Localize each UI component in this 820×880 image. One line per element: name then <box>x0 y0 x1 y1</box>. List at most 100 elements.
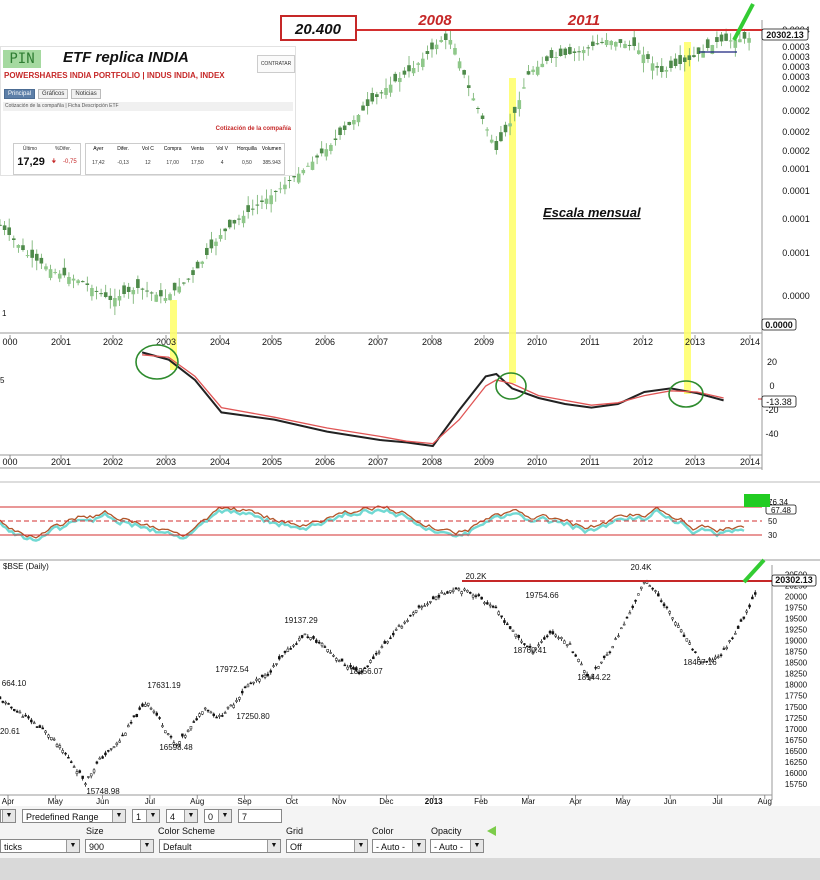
bse-candle <box>397 625 401 627</box>
chart-type-select[interactable]: ticks ▼ <box>0 839 80 853</box>
bse-candle <box>252 681 255 684</box>
price-candle <box>99 293 103 295</box>
quote-col-value: 12 <box>145 160 151 166</box>
price-candle <box>237 218 241 220</box>
price-last-value: 0.0000 <box>765 320 793 330</box>
bse-candle <box>246 684 250 688</box>
bse-candle <box>203 707 207 710</box>
price-candle <box>140 288 145 290</box>
bse-candle <box>374 653 378 655</box>
bse-candle <box>64 752 67 755</box>
price-candle <box>21 245 25 250</box>
bse-annotation: 18760.41 <box>513 646 547 655</box>
tab-graficos[interactable]: Gráficos <box>38 89 69 99</box>
signal-circle-2013 <box>668 380 704 408</box>
range-start-select[interactable]: 1 ▼ <box>132 809 160 823</box>
opacity-select[interactable]: - Auto - ▼ <box>430 839 484 853</box>
month-tick-label: May <box>48 797 63 806</box>
chevron-down-icon: ▼ <box>146 810 159 822</box>
bse-candle <box>337 660 341 662</box>
bse-candle <box>514 633 518 637</box>
bse-candle <box>591 674 595 677</box>
quote-col: Vol V 4 <box>210 144 235 174</box>
bse-candle <box>317 641 321 644</box>
price-candle <box>44 266 48 270</box>
bse-candle <box>588 677 592 680</box>
bse-candle <box>571 651 575 653</box>
range-count-input[interactable]: 7 <box>238 809 282 823</box>
grid-select[interactable]: Off ▼ <box>286 839 368 853</box>
bse-candle <box>551 631 555 635</box>
color-select[interactable]: - Auto - ▼ <box>372 839 426 853</box>
bse-candle <box>87 776 90 778</box>
price-right-labels: 0.00040.00030.00030.00030.00030.00020.00… <box>782 25 810 301</box>
bse-candle <box>98 757 101 760</box>
price-candle <box>738 39 742 43</box>
tab-noticias[interactable]: Noticias <box>71 89 101 99</box>
quote-col-header: Compra <box>163 146 182 152</box>
price-candle <box>122 285 126 294</box>
bse-candle <box>27 716 30 719</box>
price-candle <box>131 290 136 295</box>
month-tick-label: Nov <box>332 797 346 806</box>
bse-candle <box>206 709 210 712</box>
year-tick-label: 2008 <box>422 457 442 467</box>
chg-label: %Difer. <box>54 146 72 152</box>
year-tick-label: 2004 <box>210 337 230 347</box>
bse-candle <box>392 632 395 636</box>
price-candle <box>696 47 701 54</box>
tab-principal[interactable]: Principal <box>4 89 36 99</box>
color-scheme-select[interactable]: Default ▼ <box>159 839 281 853</box>
price-candle <box>57 273 62 279</box>
quote-col-value: 17,42 <box>92 160 105 166</box>
bse-candle <box>628 612 632 615</box>
bse-candle <box>480 596 483 600</box>
price-candle <box>393 73 398 82</box>
bse-candle <box>58 745 62 749</box>
bse-candle <box>70 761 73 763</box>
quote-col-value: 4 <box>220 160 224 166</box>
bse-candle <box>309 637 312 640</box>
bse-title: $BSE (Daily) <box>3 562 49 571</box>
bse-candle <box>691 648 694 651</box>
price-last-box <box>761 318 797 331</box>
bse-candle <box>226 706 230 709</box>
contratar-logo[interactable]: CONTRATAR <box>257 55 295 73</box>
bse-candle <box>688 642 691 645</box>
play-arrow-icon[interactable] <box>487 826 496 836</box>
bse-candle <box>158 717 161 719</box>
bse-candle <box>608 651 612 654</box>
bse-candle <box>600 661 603 664</box>
period-select[interactable]: ▼ <box>0 809 16 823</box>
bse-candle <box>631 605 634 608</box>
opacity-value: - Auto - <box>434 842 464 852</box>
range-month-select[interactable]: 4 ▼ <box>166 809 198 823</box>
price-candle <box>457 61 462 69</box>
bse-y-tick: 18000 <box>785 681 808 690</box>
bse-candle <box>622 623 626 626</box>
rsi-tick-30: 30 <box>768 531 777 540</box>
bse-candle <box>289 648 292 650</box>
bse-candle <box>78 770 82 773</box>
bse-candle <box>243 686 247 689</box>
range-select[interactable]: Predefined Range ▼ <box>22 809 126 823</box>
bse-candle <box>366 665 369 668</box>
bse-candle <box>35 726 39 728</box>
price-candle <box>476 107 480 109</box>
cotizacion-title: Cotización de la compañía <box>215 126 291 132</box>
bse-candle <box>298 638 301 641</box>
bse-candle <box>483 602 486 604</box>
size-select[interactable]: 900 ▼ <box>85 839 154 853</box>
range-offset-select[interactable]: 0 ▼ <box>204 809 232 823</box>
chevron-down-icon: ▼ <box>2 810 15 822</box>
range-month-value: 4 <box>170 812 176 822</box>
price-candle <box>485 129 489 131</box>
bse-annotation: 17250.80 <box>236 712 270 721</box>
bse-candle <box>260 674 264 677</box>
price-candle <box>673 58 678 66</box>
price-candle <box>384 88 388 95</box>
price-candle <box>434 44 439 50</box>
price-candle <box>517 100 522 110</box>
price-candle <box>347 121 352 125</box>
bse-candle <box>18 711 22 714</box>
